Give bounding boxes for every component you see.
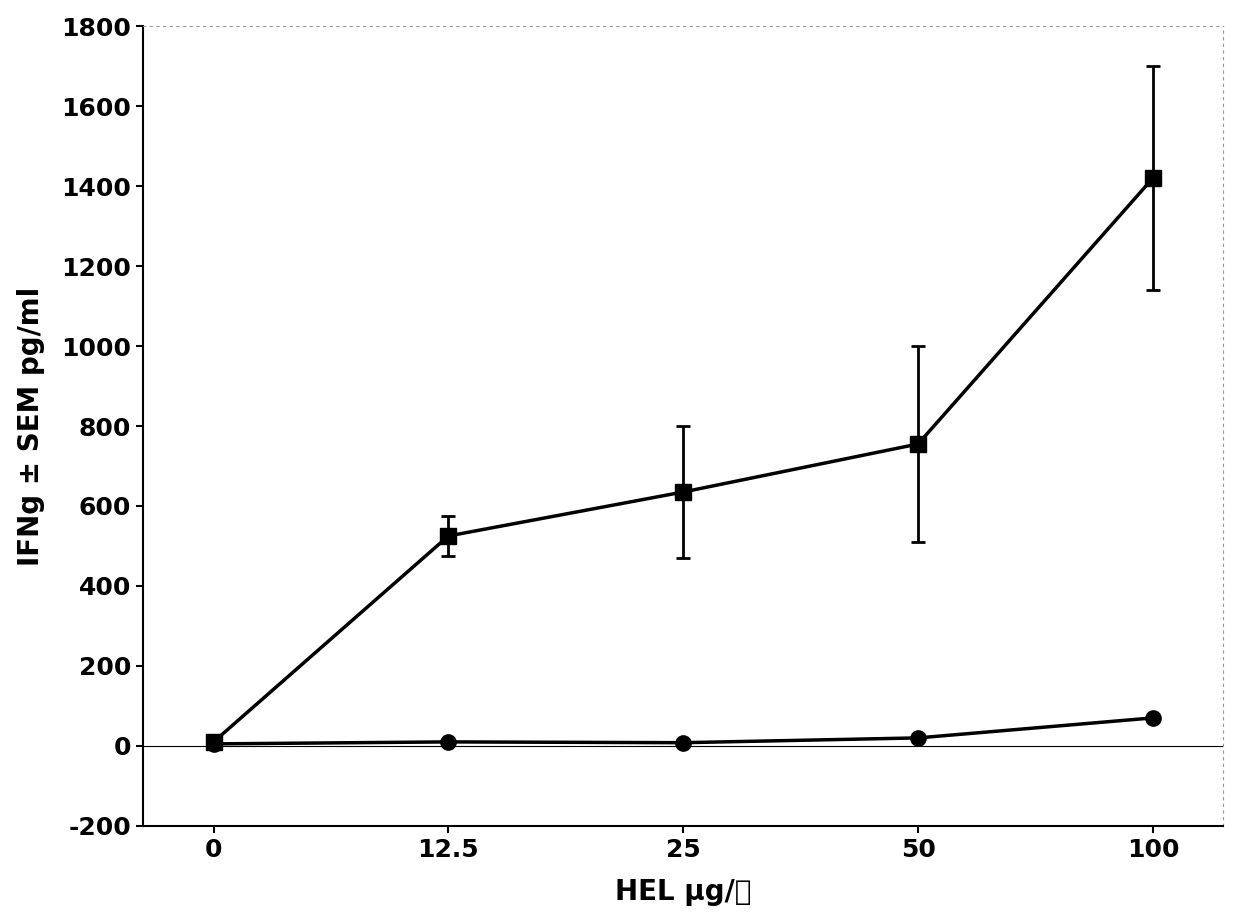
X-axis label: HEL μg/孔: HEL μg/孔 <box>615 879 751 906</box>
Y-axis label: IFNg ± SEM pg/ml: IFNg ± SEM pg/ml <box>16 286 45 566</box>
